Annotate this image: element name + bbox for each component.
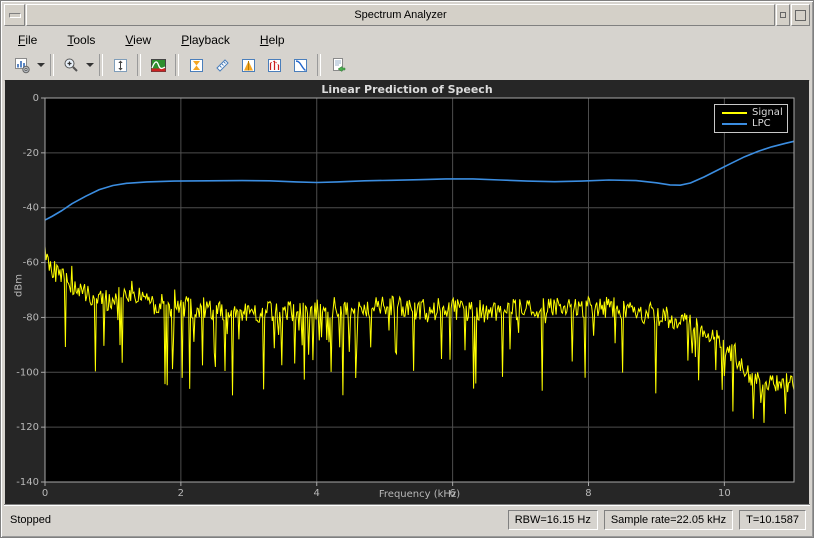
toolbar-separator	[50, 54, 54, 76]
spectrum-settings-button[interactable]	[9, 52, 35, 78]
y-tick-label: -20	[23, 148, 39, 159]
plot-background	[45, 98, 794, 482]
lpc-series-line	[44, 140, 795, 221]
x-tick-label: 4	[314, 488, 320, 499]
spectrogram-icon	[150, 58, 166, 72]
time-panel: T=10.1587	[739, 509, 806, 530]
y-tick-label: -120	[16, 422, 39, 433]
export-button[interactable]	[325, 52, 351, 78]
status-text: Stopped	[10, 513, 51, 526]
window-menu-button[interactable]	[4, 4, 25, 26]
y-tick-label: -60	[23, 258, 39, 269]
maximize-icon	[795, 9, 806, 21]
toolbar-separator	[99, 54, 103, 76]
chevron-down-icon	[36, 63, 45, 67]
x-tick-label: 6	[449, 488, 455, 499]
distortion-measurements-icon	[267, 58, 281, 72]
window-title[interactable]: Spectrum Analyzer	[26, 4, 775, 26]
x-tick-label: 10	[718, 488, 731, 499]
minimize-button[interactable]	[776, 4, 790, 26]
y-tick-label: -140	[16, 477, 39, 488]
menu-bar: File Tools View Playback Help	[4, 29, 810, 50]
scope-figure: Linear Prediction of Speech 0 2 4 6 8 10 0 -20 -…	[5, 80, 809, 504]
y-axis-label: dBm	[13, 274, 25, 297]
x-tick-label: 2	[178, 488, 184, 499]
ccdf-measurements-button[interactable]	[287, 52, 313, 78]
x-axis-label: Frequency (kHz)	[378, 489, 461, 500]
toolbar-separator	[175, 54, 179, 76]
title-bar: Spectrum Analyzer	[4, 4, 810, 26]
toolbar-separator	[317, 54, 321, 76]
legend-label: Signal	[752, 106, 783, 118]
minimize-icon	[780, 12, 786, 18]
fit-to-view-icon	[113, 58, 127, 72]
cursor-measurements-icon	[189, 58, 203, 72]
menu-item-view[interactable]: View	[125, 32, 152, 47]
sample-rate-panel: Sample rate=22.05 kHz	[603, 509, 734, 530]
window-menu-icon	[8, 12, 21, 18]
spectrogram-button[interactable]	[145, 52, 171, 78]
zoom-in-icon	[64, 58, 78, 72]
y-tick-label: 0	[33, 93, 39, 104]
signal-statistics-icon	[215, 58, 229, 72]
menu-item-playback[interactable]: Playback	[181, 32, 230, 47]
fit-to-view-button[interactable]	[107, 52, 133, 78]
toolbar	[4, 50, 810, 81]
peak-finder-button[interactable]	[235, 52, 261, 78]
status-bar: Stopped RBW=16.15 Hz Sample rate=22.05 k…	[4, 505, 810, 534]
toolbar-separator	[137, 54, 141, 76]
y-tick-label: -80	[23, 312, 39, 323]
x-tick-label: 8	[585, 488, 591, 499]
legend-label: LPC	[752, 118, 771, 130]
axes-border	[44, 97, 795, 483]
y-tick-label: -40	[23, 203, 39, 214]
distortion-measurements-button[interactable]	[261, 52, 287, 78]
spectrum-settings-dropdown[interactable]	[35, 53, 46, 77]
cursor-measurements-button[interactable]	[183, 52, 209, 78]
x-tick-label: 0	[42, 488, 48, 499]
chart-title: Linear Prediction of Speech	[321, 83, 493, 96]
legend-line-sample	[722, 111, 747, 114]
legend-entry-lpc: LPC	[715, 119, 787, 129]
menu-item-tools[interactable]: Tools	[67, 32, 96, 47]
menu-item-file[interactable]: File	[18, 32, 38, 47]
chevron-down-icon	[85, 63, 94, 67]
legend-entry-signal: Signal	[715, 106, 787, 118]
menu-item-help[interactable]: Help	[259, 32, 285, 47]
ccdf-measurements-icon	[293, 58, 307, 72]
spectrum-settings-icon	[14, 57, 30, 73]
zoom-in-button[interactable]	[58, 52, 84, 78]
plot-area[interactable]: 0 2 4 6 8 10 0 -20 -40 -60 -80 -100 -120 -140	[5, 80, 809, 504]
export-icon	[332, 57, 345, 72]
maximize-button[interactable]	[791, 4, 810, 26]
zoom-dropdown[interactable]	[84, 53, 95, 77]
y-tick-label: -100	[16, 367, 39, 378]
peak-finder-icon	[241, 58, 255, 72]
rbw-panel: RBW=16.15 Hz	[507, 509, 598, 530]
legend[interactable]: Signal LPC	[714, 104, 788, 133]
signal-statistics-button[interactable]	[209, 52, 235, 78]
legend-line-sample	[722, 123, 747, 126]
signal-series-line	[44, 246, 795, 423]
